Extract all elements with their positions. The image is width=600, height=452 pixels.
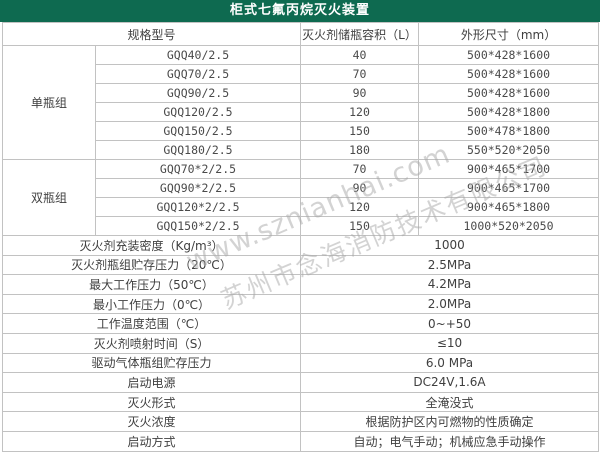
property-value: 4.2MPa	[300, 274, 600, 295]
table-row: 最小工作压力（0℃） 2.0MPa	[1, 293, 600, 315]
property-value: DC24V,1.6A	[300, 372, 600, 393]
table-row: 灭火剂充装密度（Kg/m³） 1000	[1, 235, 600, 256]
column-header-volume: 灭火剂储瓶容积（L）	[300, 22, 420, 46]
property-label: 最大工作压力（50℃）	[1, 274, 302, 295]
size-cell: 500*428*1800	[418, 102, 600, 122]
volume-cell: 150	[300, 121, 420, 141]
table-row: 双瓶组 GQQ70*2/2.5 70 900*465*1700	[2, 159, 600, 236]
property-value: 根据防护区内可燃物的性质确定	[300, 411, 600, 432]
size-cell: 500*428*1600	[418, 45, 600, 65]
table-row: 灭火剂喷射时间（S） ≤10	[1, 332, 600, 354]
table-row: GQQ120*2/2.5 120 900*465*1800	[3, 197, 600, 217]
size-cell: 900*465*1700	[418, 159, 600, 179]
volume-cell: 120	[300, 197, 420, 217]
group-label: 双瓶组	[2, 159, 96, 236]
property-label: 灭火形式	[1, 391, 302, 413]
column-header-model: 规格型号	[1, 22, 302, 46]
model-cell: GQQ150*2/2.5	[94, 216, 302, 236]
table-row: GQQ90/2.5 90 500*428*1600	[3, 83, 600, 103]
group-label: 单瓶组	[2, 45, 96, 160]
table-row: GQQ180/2.5 180 550*520*2050	[3, 140, 600, 160]
table-header-row: 规格型号 灭火剂储瓶容积（L） 外形尺寸（mm）	[1, 22, 600, 46]
property-value: 1000	[300, 235, 600, 256]
size-cell: 900*465*1700	[418, 178, 600, 198]
table-row: 启动电源 DC24V,1.6A	[1, 372, 600, 393]
column-header-size: 外形尺寸（mm）	[418, 22, 600, 46]
table-row: 灭火浓度 根据防护区内可燃物的性质确定	[1, 411, 600, 432]
volume-cell: 90	[300, 83, 420, 103]
table-row: 灭火形式 全淹没式	[1, 391, 600, 413]
model-cell: GQQ90/2.5	[94, 83, 302, 103]
size-cell: 500*428*1600	[418, 64, 600, 84]
model-cell: GQQ90*2/2.5	[94, 178, 302, 198]
page-title: 柜式七氟丙烷灭火装置	[0, 0, 600, 22]
model-cell: GQQ120*2/2.5	[94, 197, 302, 217]
size-cell: 1000*520*2050	[418, 216, 600, 236]
model-cell: GQQ70*2/2.5	[94, 159, 302, 179]
volume-cell: 70	[300, 159, 420, 179]
table-row: 最大工作压力（50℃） 4.2MPa	[1, 274, 600, 295]
size-cell: 900*465*1800	[418, 197, 600, 217]
property-label: 灭火剂喷射时间（S）	[1, 332, 302, 354]
model-cell: GQQ70/2.5	[94, 64, 302, 84]
property-label: 驱动气体瓶组贮存压力	[1, 352, 302, 374]
table-row: 启动方式 自动；电气手动；机械应急手动操作	[1, 430, 600, 452]
volume-cell: 40	[300, 45, 420, 65]
size-cell: 550*520*2050	[418, 140, 600, 160]
property-value: 2.0MPa	[300, 293, 600, 315]
model-cell: GQQ40/2.5	[94, 45, 302, 65]
spec-table: 规格型号 灭火剂储瓶容积（L） 外形尺寸（mm） 单瓶组 GQQ40/2.5 40 5…	[1, 22, 600, 452]
volume-cell: 70	[300, 64, 420, 84]
property-label: 灭火浓度	[1, 411, 302, 432]
volume-cell: 120	[300, 102, 420, 122]
property-value: 全淹没式	[300, 391, 600, 413]
size-cell: 500*428*1600	[418, 83, 600, 103]
volume-cell: 180	[300, 140, 420, 160]
property-value: 0~+50	[300, 313, 600, 334]
table-row: GQQ150*2/2.5 150 1000*520*2050	[3, 216, 600, 236]
property-value: 2.5MPa	[300, 254, 600, 276]
property-label: 工作温度范围（℃）	[1, 313, 302, 334]
table-row: 单瓶组 GQQ40/2.5 40 500*428*1600	[2, 45, 600, 160]
model-cell: GQQ120/2.5	[94, 102, 302, 122]
property-value: 自动；电气手动；机械应急手动操作	[300, 430, 600, 452]
property-value: 6.0 MPa	[300, 352, 600, 374]
table-row: 灭火剂瓶组贮存压力（20℃） 2.5MPa	[1, 254, 600, 276]
property-label: 启动方式	[1, 430, 302, 452]
table-row: GQQ90*2/2.5 90 900*465*1700	[3, 178, 600, 198]
property-label: 灭火剂瓶组贮存压力（20℃）	[1, 254, 302, 276]
property-label: 最小工作压力（0℃）	[1, 293, 302, 315]
model-cell: GQQ150/2.5	[94, 121, 302, 141]
table-row: 驱动气体瓶组贮存压力 6.0 MPa	[1, 352, 600, 374]
table-row: GQQ150/2.5 150 500*478*1800	[3, 121, 600, 141]
volume-cell: 90	[300, 178, 420, 198]
property-value: ≤10	[300, 332, 600, 354]
size-cell: 500*478*1800	[418, 121, 600, 141]
property-label: 灭火剂充装密度（Kg/m³）	[1, 235, 302, 256]
table-row: 工作温度范围（℃） 0~+50	[1, 313, 600, 334]
model-cell: GQQ180/2.5	[94, 140, 302, 160]
volume-cell: 150	[300, 216, 420, 236]
property-label: 启动电源	[1, 372, 302, 393]
